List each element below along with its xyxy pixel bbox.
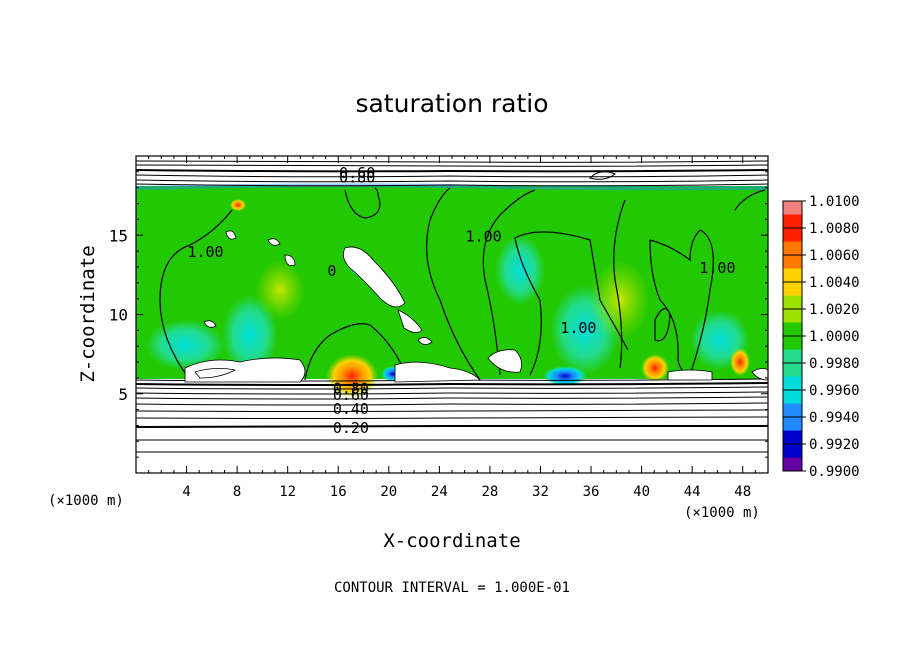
colorbar-label: 1.0020: [809, 302, 860, 318]
contour-label: 0: [327, 262, 336, 280]
supersaturated-core: [641, 354, 669, 382]
contour-interval-footer: CONTOUR INTERVAL = 1.000E-01: [334, 580, 570, 596]
cool-patch: [495, 235, 545, 305]
colorbar-label: 1.0000: [809, 329, 860, 345]
colorbar-swatch: [783, 336, 802, 350]
colorbar-swatch: [783, 241, 802, 256]
x-tick-label: 8: [233, 484, 241, 500]
colorbar-swatch: [783, 322, 802, 337]
x-tick-label: 36: [583, 484, 600, 500]
colorbar-label: 1.0080: [809, 221, 860, 237]
colorbar-swatch: [783, 268, 802, 283]
colorbar-label: 1.0100: [809, 194, 860, 210]
x-tick-label: 40: [633, 484, 650, 500]
x-tick-label: 28: [481, 484, 498, 500]
x-tick-label: 24: [431, 484, 448, 500]
y-axis-label: Z-coordinate: [77, 245, 99, 382]
colorbar-swatch: [783, 309, 802, 323]
plot-area: [136, 160, 768, 453]
colorbar-swatch: [783, 376, 802, 391]
contour-label: 0.20: [333, 419, 369, 437]
cool-patch: [222, 295, 278, 375]
colorbar-swatch: [783, 201, 802, 215]
colorbar-swatch: [783, 403, 802, 418]
moist-patch: [590, 260, 650, 340]
colorbar-swatch: [783, 363, 802, 377]
supersaturated-core: [326, 354, 378, 398]
colorbar-swatch: [783, 295, 802, 310]
x-tick-label: 12: [279, 484, 296, 500]
contour-label: 0.80: [339, 169, 375, 187]
colorbar-label: 1.0060: [809, 248, 860, 264]
x-tick-label: 4: [182, 484, 190, 500]
colorbar-swatch: [783, 417, 802, 431]
y-tick-label: 15: [109, 226, 128, 245]
x-tick-label: 32: [532, 484, 549, 500]
contour-label: 0.60: [333, 386, 369, 404]
contour-label: 1.00: [466, 227, 502, 245]
subsaturated-core: [230, 199, 246, 211]
colorbar-swatch: [783, 430, 802, 445]
supersaturated-core: [730, 348, 750, 376]
contour-label: 0.60: [339, 164, 375, 182]
colorbar-swatch: [783, 214, 802, 229]
x-axis-label: X-coordinate: [383, 530, 520, 552]
colorbar-swatch: [783, 255, 802, 269]
contour-label: 0.80: [333, 379, 369, 397]
contour-label: 1.00: [560, 319, 596, 337]
colorbar-label: 0.9920: [809, 437, 860, 453]
colorbar-swatch: [783, 457, 802, 472]
colorbar-label: 1.0040: [809, 275, 860, 291]
colorbar-swatch: [783, 228, 802, 242]
y-tick-label: 5: [118, 385, 128, 404]
colorbar-swatch: [783, 390, 802, 404]
x-tick-label: 16: [330, 484, 347, 500]
colorbar-label: 0.9900: [809, 464, 860, 480]
colorbar-label: 0.9940: [809, 410, 860, 426]
subsaturated-core: [543, 366, 587, 386]
colorbar-swatch: [783, 282, 802, 296]
contour-label: 1.00: [699, 259, 735, 277]
contour-labels: 0.600.801.001.001.001.0000.800.600.400.2…: [187, 164, 735, 437]
dry-pockets: [184, 230, 768, 383]
colorbar-label: 0.9980: [809, 356, 860, 372]
colorbar-swatch: [783, 444, 802, 458]
x-tick-label: 44: [684, 484, 701, 500]
colorbar: 1.0100 1.0080 1.0060 1.0040 1.0020 1.0000 0.99…: [782, 194, 860, 480]
cloud-top-edge: [136, 183, 768, 191]
contour-label: 1.00: [187, 243, 223, 261]
y-tick-label: 10: [109, 306, 128, 325]
x-tick-label: 48: [734, 484, 751, 500]
x-unit-label-right: (×1000 m): [684, 505, 760, 521]
moist-patch: [255, 260, 305, 320]
colorbar-label: 0.9960: [809, 383, 860, 399]
contour-label: 0.40: [333, 400, 369, 418]
x-tick-label: 20: [380, 484, 397, 500]
x-unit-label-left: (×1000 m): [48, 493, 124, 509]
contours-saturation: [159, 187, 766, 381]
chart-title: saturation ratio: [355, 89, 548, 118]
colorbar-swatch: [783, 349, 802, 364]
